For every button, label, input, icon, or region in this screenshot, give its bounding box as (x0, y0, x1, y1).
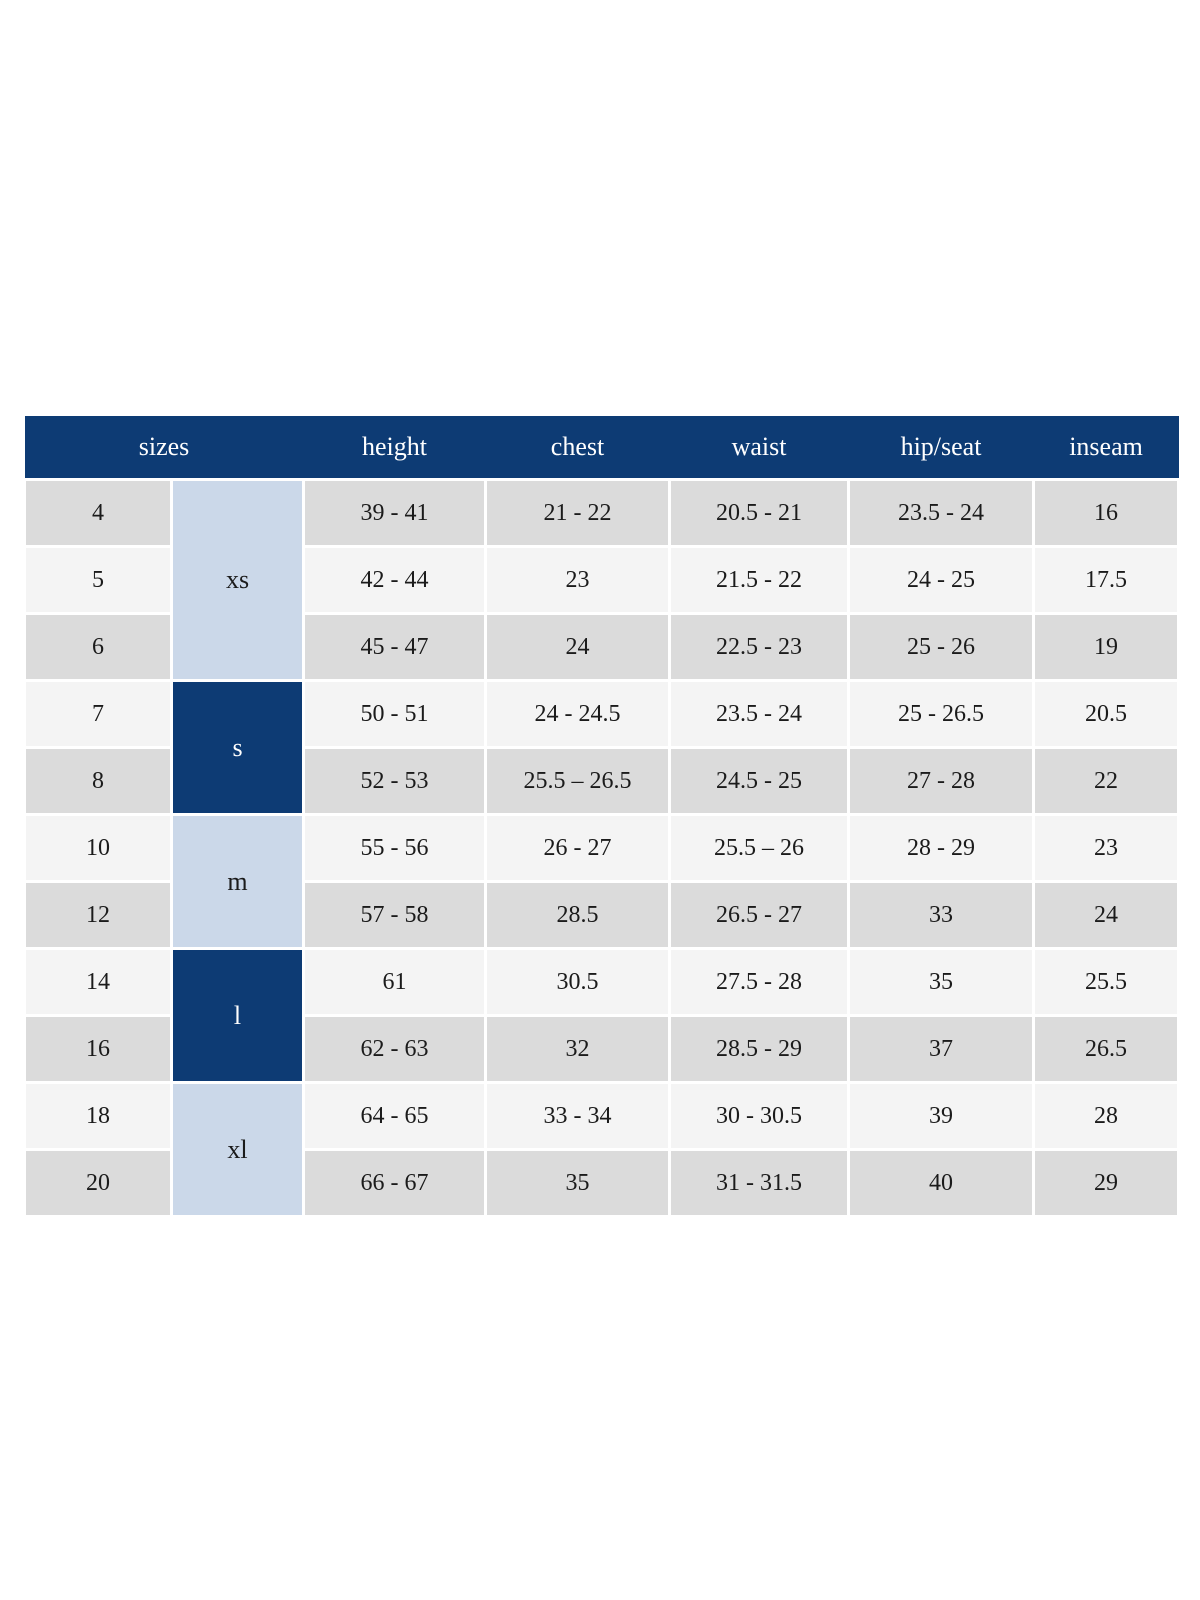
measure-cell-inseam: 24 (1032, 880, 1181, 950)
size-cell: 16 (23, 1014, 173, 1084)
measure-cell-chest: 30.5 (484, 947, 672, 1017)
table-row: 4 xs 39 - 41 21 - 22 20.5 - 21 23.5 - 24 16 (23, 478, 1181, 682)
measure-cell-hip-seat: 33 (847, 880, 1036, 950)
size-group-cell-s: s (169, 679, 306, 816)
size-cell: 5 (23, 545, 173, 615)
table-row: 5 42 - 44 23 21.5 - 22 24 - 25 17.5 (23, 545, 1181, 615)
measure-cell-hip-seat: 40 (847, 1148, 1036, 1218)
measure-cell-chest: 25.5 – 26.5 (484, 746, 672, 816)
size-cell: 12 (23, 880, 173, 950)
measure-cell-hip-seat: 25 - 26.5 (847, 679, 1036, 749)
measure-cell-inseam: 16 (1032, 478, 1181, 548)
table-body: 4 xs 39 - 41 21 - 22 20.5 - 21 23.5 - 24 16 5 42… (23, 478, 1181, 1218)
table-row: 18 xl 64 - 65 33 - 34 30 - 30.5 39 28 (23, 1081, 1181, 1218)
table-row: 20 66 - 67 35 31 - 31.5 40 29 (23, 1148, 1181, 1218)
table-row: 7 s 50 - 51 24 - 24.5 23.5 - 24 25 - 26.5 20.5 (23, 679, 1181, 816)
measure-cell-waist: 23.5 - 24 (668, 679, 851, 749)
table-row: 16 62 - 63 32 28.5 - 29 37 26.5 (23, 1014, 1181, 1084)
table-row: 14 l 61 30.5 27.5 - 28 35 25.5 (23, 947, 1181, 1084)
measure-cell-chest: 24 (484, 612, 672, 682)
size-cell: 10 (23, 813, 173, 883)
size-chart-table: sizes height chest waist hip/seat inseam… (23, 416, 1181, 1218)
size-cell: 7 (23, 679, 173, 749)
measure-cell-height: 52 - 53 (302, 746, 488, 816)
header-height: height (303, 416, 486, 481)
measure-cell-hip-seat: 35 (847, 947, 1036, 1017)
measure-cell-inseam: 29 (1032, 1148, 1181, 1218)
measure-cell-height: 45 - 47 (302, 612, 488, 682)
table-header: sizes height chest waist hip/seat inseam (24, 416, 1179, 481)
measure-cell-hip-seat: 24 - 25 (847, 545, 1036, 615)
measure-cell-waist: 20.5 - 21 (668, 478, 851, 548)
measure-cell-inseam: 25.5 (1032, 947, 1181, 1017)
table-row: 6 45 - 47 24 22.5 - 23 25 - 26 19 (23, 612, 1181, 682)
measure-cell-waist: 26.5 - 27 (668, 880, 851, 950)
measure-cell-waist: 27.5 - 28 (668, 947, 851, 1017)
header-row: sizes height chest waist hip/seat inseam (24, 416, 1179, 481)
measure-cell-inseam: 17.5 (1032, 545, 1181, 615)
measure-cell-height: 55 - 56 (302, 813, 488, 883)
measure-cell-waist: 28.5 - 29 (668, 1014, 851, 1084)
measure-cell-hip-seat: 25 - 26 (847, 612, 1036, 682)
measure-cell-chest: 33 - 34 (484, 1081, 672, 1151)
measure-cell-chest: 21 - 22 (484, 478, 672, 548)
size-group-cell-xl: xl (169, 1081, 306, 1218)
measure-cell-inseam: 28 (1032, 1081, 1181, 1151)
table-row: 8 52 - 53 25.5 – 26.5 24.5 - 25 27 - 28 22 (23, 746, 1181, 816)
measure-cell-height: 62 - 63 (302, 1014, 488, 1084)
table-row: 10 m 55 - 56 26 - 27 25.5 – 26 28 - 29 23 (23, 813, 1181, 950)
measure-cell-hip-seat: 23.5 - 24 (847, 478, 1036, 548)
measure-cell-chest: 24 - 24.5 (484, 679, 672, 749)
measure-cell-inseam: 20.5 (1032, 679, 1181, 749)
size-group-cell-l: l (169, 947, 306, 1084)
header-inseam: inseam (1033, 416, 1179, 481)
measure-cell-chest: 23 (484, 545, 672, 615)
header-sizes: sizes (24, 416, 304, 481)
measure-cell-chest: 32 (484, 1014, 672, 1084)
measure-cell-chest: 28.5 (484, 880, 672, 950)
measure-cell-inseam: 23 (1032, 813, 1181, 883)
size-cell: 14 (23, 947, 173, 1017)
measure-cell-hip-seat: 27 - 28 (847, 746, 1036, 816)
measure-cell-height: 57 - 58 (302, 880, 488, 950)
measure-cell-inseam: 26.5 (1032, 1014, 1181, 1084)
size-cell: 20 (23, 1148, 173, 1218)
measure-cell-height: 66 - 67 (302, 1148, 488, 1218)
measure-cell-height: 61 (302, 947, 488, 1017)
size-group-cell-xs: xs (169, 478, 306, 682)
header-hip-seat: hip/seat (848, 416, 1034, 481)
size-cell: 8 (23, 746, 173, 816)
measure-cell-height: 39 - 41 (302, 478, 488, 548)
header-chest: chest (485, 416, 670, 481)
measure-cell-waist: 25.5 – 26 (668, 813, 851, 883)
measure-cell-waist: 21.5 - 22 (668, 545, 851, 615)
size-cell: 6 (23, 612, 173, 682)
measure-cell-waist: 31 - 31.5 (668, 1148, 851, 1218)
header-waist: waist (669, 416, 849, 481)
size-cell: 18 (23, 1081, 173, 1151)
measure-cell-height: 64 - 65 (302, 1081, 488, 1151)
measure-cell-inseam: 19 (1032, 612, 1181, 682)
measure-cell-chest: 26 - 27 (484, 813, 672, 883)
measure-cell-waist: 30 - 30.5 (668, 1081, 851, 1151)
size-group-cell-m: m (169, 813, 306, 950)
measure-cell-waist: 24.5 - 25 (668, 746, 851, 816)
measure-cell-chest: 35 (484, 1148, 672, 1218)
size-cell: 4 (23, 478, 173, 548)
table-row: 12 57 - 58 28.5 26.5 - 27 33 24 (23, 880, 1181, 950)
measure-cell-hip-seat: 28 - 29 (847, 813, 1036, 883)
measure-cell-waist: 22.5 - 23 (668, 612, 851, 682)
measure-cell-inseam: 22 (1032, 746, 1181, 816)
measure-cell-height: 42 - 44 (302, 545, 488, 615)
measure-cell-hip-seat: 39 (847, 1081, 1036, 1151)
measure-cell-hip-seat: 37 (847, 1014, 1036, 1084)
measure-cell-height: 50 - 51 (302, 679, 488, 749)
